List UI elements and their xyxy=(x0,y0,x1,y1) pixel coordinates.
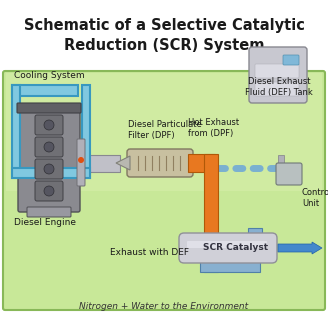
Circle shape xyxy=(44,186,54,196)
Text: Diesel Engine: Diesel Engine xyxy=(14,218,76,227)
FancyBboxPatch shape xyxy=(276,163,302,185)
FancyBboxPatch shape xyxy=(3,71,325,310)
Polygon shape xyxy=(190,156,204,170)
Text: Cooling System: Cooling System xyxy=(14,71,85,80)
Circle shape xyxy=(44,120,54,130)
Circle shape xyxy=(44,164,54,174)
FancyBboxPatch shape xyxy=(77,139,85,186)
Text: Hot Exhaust
from (DPF): Hot Exhaust from (DPF) xyxy=(188,118,239,138)
FancyBboxPatch shape xyxy=(35,137,63,157)
Text: Exhaust with DEF: Exhaust with DEF xyxy=(110,248,189,257)
Text: Diesel Particulate
Filter (DPF): Diesel Particulate Filter (DPF) xyxy=(128,120,202,140)
Text: Schematic of a Selective Catalytic: Schematic of a Selective Catalytic xyxy=(24,18,304,33)
FancyBboxPatch shape xyxy=(18,106,80,212)
Bar xyxy=(12,168,90,178)
Bar xyxy=(78,155,120,172)
FancyBboxPatch shape xyxy=(35,181,63,201)
Bar xyxy=(12,85,78,96)
Circle shape xyxy=(78,157,84,163)
FancyBboxPatch shape xyxy=(179,233,277,263)
Bar xyxy=(188,154,215,172)
FancyBboxPatch shape xyxy=(35,159,63,179)
FancyBboxPatch shape xyxy=(249,47,307,103)
Text: Diesel Exhaust
Fluid (DEF) Tank: Diesel Exhaust Fluid (DEF) Tank xyxy=(245,77,313,97)
Bar xyxy=(200,258,260,272)
FancyBboxPatch shape xyxy=(35,115,63,135)
FancyBboxPatch shape xyxy=(255,64,299,78)
FancyBboxPatch shape xyxy=(127,149,193,177)
FancyBboxPatch shape xyxy=(27,207,71,217)
FancyBboxPatch shape xyxy=(255,82,299,96)
FancyBboxPatch shape xyxy=(17,103,81,113)
Bar xyxy=(0,0,328,70)
Bar xyxy=(204,154,218,235)
Bar xyxy=(82,85,90,178)
FancyBboxPatch shape xyxy=(187,241,267,248)
FancyBboxPatch shape xyxy=(283,55,299,65)
Bar xyxy=(278,155,284,165)
Bar xyxy=(204,235,218,272)
Polygon shape xyxy=(116,156,130,170)
Text: Nitrogen + Water to the Environment: Nitrogen + Water to the Environment xyxy=(79,302,249,311)
FancyArrow shape xyxy=(278,242,322,254)
Bar xyxy=(248,228,262,260)
Bar xyxy=(6,73,322,191)
Circle shape xyxy=(44,142,54,152)
Text: Reduction (SCR) System: Reduction (SCR) System xyxy=(64,38,264,53)
Bar xyxy=(12,85,20,178)
Text: Control
Unit: Control Unit xyxy=(302,188,328,208)
Text: SCR Catalyst: SCR Catalyst xyxy=(203,244,269,253)
